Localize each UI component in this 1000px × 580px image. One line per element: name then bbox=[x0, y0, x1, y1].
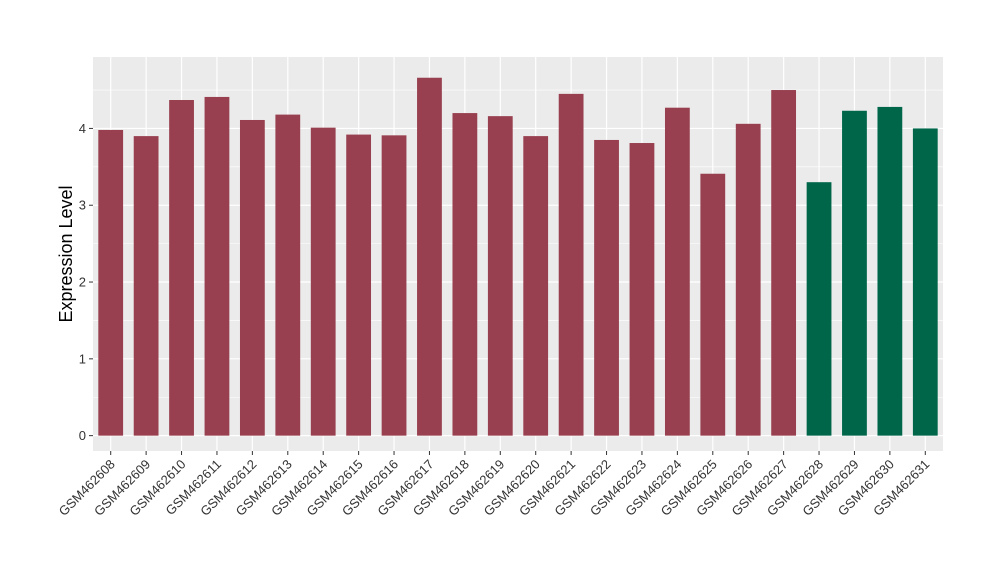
bar-GSM462609 bbox=[133, 136, 159, 436]
y-tick-label: 4 bbox=[79, 121, 86, 136]
x-axis: GSM462608GSM462609GSM462610GSM462611GSM4… bbox=[56, 451, 932, 519]
bar-GSM462608 bbox=[98, 129, 124, 436]
y-axis-title: Expression Level bbox=[56, 185, 76, 322]
bar-GSM462625 bbox=[700, 173, 726, 436]
bar-GSM462612 bbox=[239, 119, 265, 436]
bar-GSM462613 bbox=[275, 114, 301, 436]
y-tick-label: 3 bbox=[79, 198, 86, 213]
y-tick-label: 1 bbox=[79, 351, 86, 366]
bar-GSM462615 bbox=[346, 134, 372, 436]
bars bbox=[98, 77, 938, 436]
panel-background bbox=[93, 57, 943, 451]
bar-GSM462620 bbox=[523, 136, 549, 436]
bar-GSM462618 bbox=[452, 113, 478, 436]
bar-GSM462622 bbox=[594, 139, 619, 436]
bar-GSM462623 bbox=[629, 143, 655, 436]
bar-GSM462610 bbox=[169, 100, 194, 436]
bar-GSM462616 bbox=[381, 135, 407, 436]
bar-GSM462631 bbox=[912, 128, 938, 436]
y-tick-label: 0 bbox=[79, 428, 86, 443]
bar-GSM462627 bbox=[771, 90, 797, 436]
bar-GSM462628 bbox=[806, 182, 832, 436]
bar-GSM462614 bbox=[310, 127, 336, 436]
bar-GSM462617 bbox=[417, 77, 442, 436]
bar-GSM462626 bbox=[735, 123, 761, 436]
bar-GSM462624 bbox=[664, 107, 690, 436]
y-axis: 0 1 2 3 4 bbox=[79, 121, 93, 443]
y-tick-label: 2 bbox=[79, 275, 86, 290]
bar-GSM462611 bbox=[204, 96, 230, 436]
bar-GSM462619 bbox=[487, 116, 513, 436]
bar-GSM462621 bbox=[558, 93, 584, 436]
bar-GSM462630 bbox=[877, 106, 903, 436]
bar-GSM462629 bbox=[842, 110, 867, 436]
